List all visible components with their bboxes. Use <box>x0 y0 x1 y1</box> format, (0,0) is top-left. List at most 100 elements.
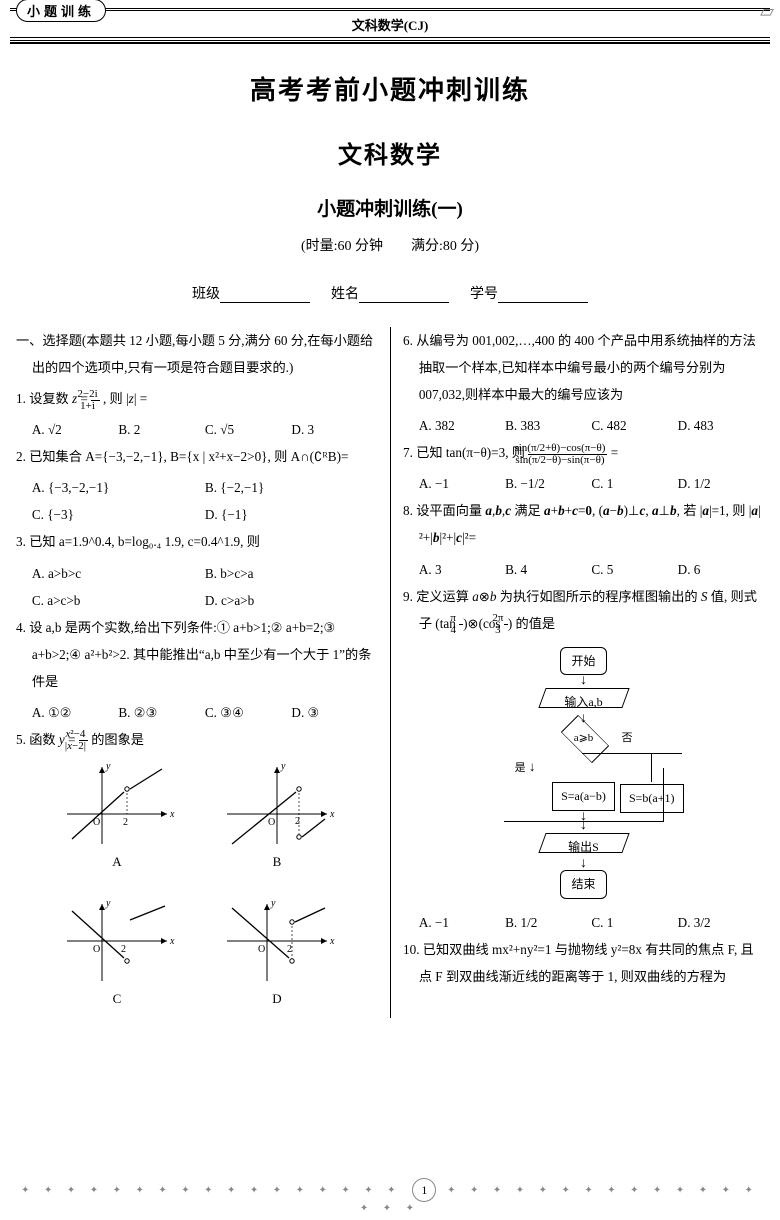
q2-stem: 2. 已知集合 A={−3,−2,−1}, B={x | x²+x−2>0}, … <box>16 443 378 470</box>
series-tab: 小题训练 <box>16 0 106 22</box>
blank-id <box>498 289 588 303</box>
subject-title: 文科数学 <box>0 135 780 170</box>
q4-stem: 4. 设 a,b 是两个实数,给出下列条件:① a+b>1;② a+b=2;③ … <box>16 614 378 695</box>
q3-stem: 3. 已知 a=1.9^0.4, b=log₀.₄ 1.9, c=0.4^1.9… <box>16 528 378 555</box>
opt: D. c>a>b <box>205 587 378 614</box>
opt: B. 1/2 <box>505 909 591 936</box>
q8-opts: A. 3 B. 4 C. 5 D. 6 <box>403 556 764 583</box>
opt: C. a>c>b <box>32 587 205 614</box>
graph-label: C <box>57 986 177 1013</box>
q1-stem: 1. 设复数 z = 2−2i1+i , 则 |z| = <box>16 385 378 412</box>
svg-text:O: O <box>268 817 275 828</box>
opt: B. {−2,−1} <box>205 474 378 501</box>
q3-opts: A. a>b>c B. b>c>a C. a>c>b D. c>a>b <box>16 560 378 614</box>
svg-text:2: 2 <box>121 944 126 955</box>
svg-text:2: 2 <box>123 817 128 828</box>
arrow-icon: ↓ <box>403 677 764 685</box>
opt: D. 483 <box>678 412 764 439</box>
graph-b: xy O2 B <box>217 759 337 876</box>
opt: B. 4 <box>505 556 591 583</box>
opt: D. 3 <box>291 416 378 443</box>
q7-num: sin(π/2+θ)−cos(π−θ) <box>528 443 607 455</box>
corner-deco-icon: ▱ <box>760 1 774 22</box>
q6-stem: 6. 从编号为 001,002,…,400 的 400 个产品中用系统抽样的方法… <box>403 327 764 408</box>
opt: A. ①② <box>32 699 119 726</box>
section-title: 小题冲刺训练(一) <box>0 194 780 221</box>
q7-opts: A. −1 B. −1/2 C. 1 D. 1/2 <box>403 470 764 497</box>
column-right: 6. 从编号为 001,002,…,400 的 400 个产品中用系统抽样的方法… <box>390 327 764 1018</box>
label-name: 姓名 <box>331 287 359 302</box>
opt: A. 382 <box>419 412 505 439</box>
svg-text:y: y <box>270 898 276 909</box>
opt: C. 5 <box>591 556 677 583</box>
q7-pre: 7. 已知 tan(π−θ)=3, 则 <box>403 445 528 460</box>
fc-right: S=b(a+1) <box>620 784 684 813</box>
fc-no: 否 <box>622 727 662 750</box>
opt: B. −1/2 <box>505 470 591 497</box>
svg-text:O: O <box>93 944 100 955</box>
label-id: 学号 <box>470 287 498 302</box>
svg-text:O: O <box>258 944 265 955</box>
opt: D. {−1} <box>205 501 378 528</box>
fc-start: 开始 <box>560 647 606 676</box>
q7-den: sin(π/2−θ)−sin(π−θ) <box>528 455 607 466</box>
opt: C. ③④ <box>205 699 292 726</box>
opt: C. 482 <box>591 412 677 439</box>
opt: D. ③ <box>291 699 378 726</box>
q9-flowchart: 开始 ↓ 输入a,b ↓ a⩾b 否 是 ↓ S=b(a+1) S=a(a−b)… <box>403 645 764 901</box>
page-number: 1 <box>412 1178 436 1202</box>
svg-text:x: x <box>329 936 335 947</box>
q9-opts: A. −1 B. 1/2 C. 1 D. 3/2 <box>403 909 764 936</box>
fc-cond: a⩾b <box>554 723 614 753</box>
graph-label: D <box>217 986 337 1013</box>
fc-yes: 是 <box>515 762 526 774</box>
opt: A. a>b>c <box>32 560 205 587</box>
column-left: 一、选择题(本题共 12 小题,每小题 5 分,满分 60 分,在每小题给出的四… <box>16 327 390 1018</box>
q10-stem: 10. 已知双曲线 mx²+ny²=1 与抛物线 y²=8x 有共同的焦点 F,… <box>403 936 764 990</box>
opt: A. −1 <box>419 909 505 936</box>
graph-d: xy O2 D <box>217 896 337 1013</box>
opt: B. b>c>a <box>205 560 378 587</box>
label-class: 班级 <box>192 287 220 302</box>
fc-left: S=a(a−b) <box>552 782 615 811</box>
opt: C. 1 <box>591 909 677 936</box>
graph-label: B <box>217 849 337 876</box>
fc-end: 结束 <box>560 870 606 899</box>
opt: D. 6 <box>678 556 764 583</box>
graph-label: A <box>57 849 177 876</box>
section-heading: 一、选择题(本题共 12 小题,每小题 5 分,满分 60 分,在每小题给出的四… <box>16 327 378 381</box>
svg-text:y: y <box>105 898 111 909</box>
page-rule <box>10 40 770 44</box>
q5-graphs: x y O 2 A x y O 2 <box>16 759 378 1012</box>
q4-opts: A. ①② B. ②③ C. ③④ D. ③ <box>16 699 378 726</box>
timing-note: (时量:60 分钟 满分:80 分) <box>0 235 780 255</box>
opt: D. 3/2 <box>678 909 764 936</box>
opt: C. 1 <box>591 470 677 497</box>
opt: B. 2 <box>118 416 205 443</box>
fc-input: 输入a,b <box>542 688 626 708</box>
star-row-icon: 1 <box>21 1184 759 1214</box>
blank-class <box>220 289 310 303</box>
q7-stem: 7. 已知 tan(π−θ)=3, 则 sin(π/2+θ)−cos(π−θ) … <box>403 439 764 466</box>
svg-text:x: x <box>169 809 175 820</box>
title-block: 高考考前小题冲刺训练 文科数学 小题冲刺训练(一) (时量:60 分钟 满分:8… <box>0 70 780 255</box>
q6-opts: A. 382 B. 383 C. 482 D. 483 <box>403 412 764 439</box>
opt: A. {−3,−2,−1} <box>32 474 205 501</box>
arrow-icon: ↓ <box>403 822 764 830</box>
opt: A. −1 <box>419 470 505 497</box>
svg-text:y: y <box>280 761 286 772</box>
header-subject: 文科数学(CJ) <box>352 15 429 34</box>
q8-stem: 8. 设平面向量 a,b,c 满足 a+b+c=0, (a−b)⊥c, a⊥b,… <box>403 497 764 551</box>
q7-fraction: sin(π/2+θ)−cos(π−θ) sin(π/2−θ)−sin(π−θ) <box>528 443 607 466</box>
svg-text:y: y <box>105 761 111 772</box>
svg-text:x: x <box>329 809 335 820</box>
opt: B. 383 <box>505 412 591 439</box>
info-blanks: 班级 姓名 学号 <box>0 283 780 303</box>
svg-text:x: x <box>169 936 175 947</box>
q5-stem: 5. 函数 y = x²−4|x−2| 的图象是 <box>16 726 378 753</box>
two-column-body: 一、选择题(本题共 12 小题,每小题 5 分,满分 60 分,在每小题给出的四… <box>16 327 764 1018</box>
fc-output: 输出S <box>542 833 626 853</box>
opt: C. {−3} <box>32 501 205 528</box>
opt: A. 3 <box>419 556 505 583</box>
page-top-rule: 小题训练 文科数学(CJ) ▱ <box>10 8 770 38</box>
